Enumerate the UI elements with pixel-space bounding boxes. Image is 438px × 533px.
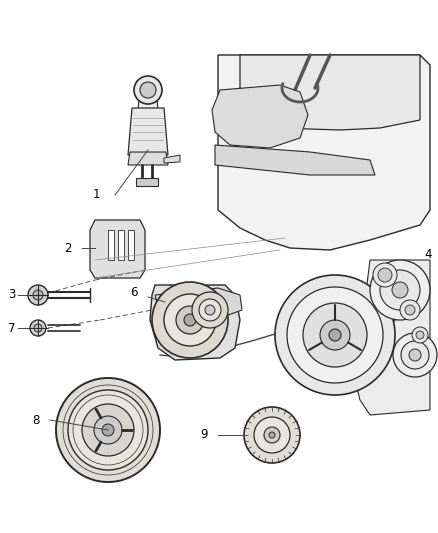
Circle shape [370,260,430,320]
Circle shape [68,390,148,470]
Circle shape [152,282,228,358]
Circle shape [269,432,275,438]
Polygon shape [240,55,420,130]
Text: 6: 6 [131,286,138,298]
Text: 2: 2 [64,241,72,254]
Circle shape [30,320,46,336]
Circle shape [192,292,228,328]
Circle shape [205,305,215,315]
Text: 1: 1 [92,189,100,201]
Circle shape [412,327,428,343]
Circle shape [176,306,204,334]
Circle shape [56,378,160,482]
Polygon shape [215,145,375,175]
Circle shape [28,285,48,305]
Circle shape [34,324,42,332]
Circle shape [405,305,415,315]
Polygon shape [128,108,168,155]
Circle shape [416,331,424,339]
Circle shape [184,314,196,326]
Circle shape [378,268,392,282]
Polygon shape [150,285,240,360]
Polygon shape [355,260,430,415]
Polygon shape [108,230,114,260]
Text: 4: 4 [424,248,432,262]
Polygon shape [136,178,158,186]
Polygon shape [128,230,134,260]
Circle shape [199,299,221,321]
Circle shape [401,341,429,369]
Text: 9: 9 [201,429,208,441]
Circle shape [373,263,397,287]
Circle shape [254,417,290,453]
Circle shape [329,329,341,341]
Circle shape [264,427,280,443]
Polygon shape [155,288,242,318]
Circle shape [275,275,395,395]
Circle shape [392,282,408,298]
Circle shape [400,300,420,320]
Circle shape [33,290,43,300]
Circle shape [102,424,114,436]
Polygon shape [218,55,430,250]
Text: 7: 7 [8,321,16,335]
Circle shape [409,349,421,361]
Circle shape [244,407,300,463]
Polygon shape [90,220,145,278]
Circle shape [134,76,162,104]
Circle shape [140,82,156,98]
Text: 8: 8 [32,414,40,426]
Circle shape [320,320,350,350]
Circle shape [164,294,216,346]
Text: 3: 3 [8,288,16,302]
Circle shape [287,287,383,383]
Polygon shape [128,152,168,165]
Circle shape [94,416,122,444]
Polygon shape [138,90,158,110]
Circle shape [303,303,367,367]
Polygon shape [212,85,308,148]
Circle shape [380,270,420,310]
Polygon shape [118,230,124,260]
Polygon shape [164,155,180,163]
Circle shape [393,333,437,377]
Circle shape [82,404,134,456]
